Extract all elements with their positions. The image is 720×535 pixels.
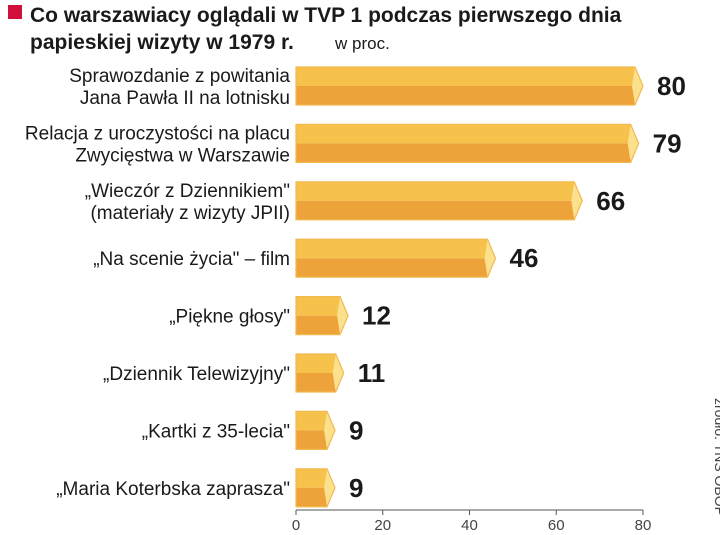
bar-lower-face: [296, 258, 496, 278]
bar-1: [295, 66, 644, 106]
bar-outline: [295, 468, 336, 508]
category-label: Jana Pawła II na lotnisku: [80, 88, 290, 109]
bar-outline: [295, 66, 644, 106]
bar-end-cap: [332, 354, 344, 392]
category-label: „Wieczór z Dziennikiem": [85, 181, 290, 202]
category-label: „Piękne głosy": [169, 307, 290, 328]
x-tick-label: 60: [548, 517, 565, 534]
value-label: 80: [657, 71, 686, 101]
unit-label: w proc.: [334, 34, 390, 53]
category-label: „Na scenie życia" – film: [93, 249, 290, 270]
bar-end-cap: [571, 181, 583, 220]
bar-outline: [295, 238, 497, 278]
value-label: 79: [653, 128, 682, 158]
category-label: „Maria Koterbska zaprasza": [56, 479, 290, 500]
bar-outline: [295, 123, 640, 163]
title-marker: [8, 5, 22, 19]
category-label: Sprawozdanie z powitania: [69, 66, 290, 87]
bar-7: [295, 410, 336, 450]
x-axis: 0 20 40 60 80: [292, 509, 652, 534]
value-label: 46: [510, 243, 539, 273]
bar-lower-face: [296, 86, 643, 105]
bar-end-cap: [632, 67, 643, 105]
bar-upper-face: [296, 124, 639, 144]
bar-outline: [295, 410, 336, 450]
source-note: źródło: TNS OBOP: [712, 398, 720, 516]
bar-5: [295, 296, 349, 336]
bar-outline: [295, 181, 583, 221]
bar-end-cap: [324, 411, 336, 450]
bar-end-cap: [324, 468, 336, 507]
bar-lower-face: [296, 315, 349, 335]
bar-lower-face: [296, 200, 583, 220]
bar-outline: [295, 353, 345, 393]
bar-4: [295, 238, 497, 278]
x-tick-label: 20: [374, 517, 391, 534]
value-label: 9: [349, 415, 363, 445]
bar-2: [295, 123, 640, 163]
bar-8: [295, 468, 336, 508]
category-label: „Kartki z 35-lecia": [142, 421, 290, 442]
bar-3: [295, 181, 583, 221]
x-tick-label: 80: [635, 517, 652, 534]
bar-lower-face: [296, 373, 344, 392]
chart-title-line-1: Co warszawiacy oglądali w TVP 1 podczas …: [30, 4, 622, 27]
value-label: 66: [596, 186, 625, 216]
bar-end-cap: [627, 124, 639, 163]
bar-upper-face: [296, 181, 583, 201]
bar-end-cap: [484, 239, 496, 278]
bar-upper-face: [296, 239, 496, 259]
bar-upper-face: [296, 296, 349, 316]
category-label: (materiały z wizyty JPII): [90, 203, 290, 224]
category-label: Zwycięstwa w Warszawie: [75, 145, 290, 166]
category-label: Relacja z uroczystości na placu: [25, 123, 290, 144]
bar-outline: [295, 296, 349, 336]
x-tick-label: 40: [461, 517, 478, 534]
category-label: „Dziennik Telewizyjny": [103, 364, 290, 385]
value-label: 9: [349, 473, 363, 503]
value-label: 11: [358, 358, 386, 388]
chart-title-line-2: papieskiej wizyty w 1979 r.: [30, 31, 294, 54]
bar-upper-face: [296, 354, 344, 373]
bar-end-cap: [337, 296, 349, 335]
bar-upper-face: [296, 67, 643, 86]
bar-6: [295, 353, 345, 393]
value-label: 12: [362, 301, 391, 331]
x-tick-label: 0: [292, 517, 300, 534]
bar-lower-face: [296, 143, 639, 163]
